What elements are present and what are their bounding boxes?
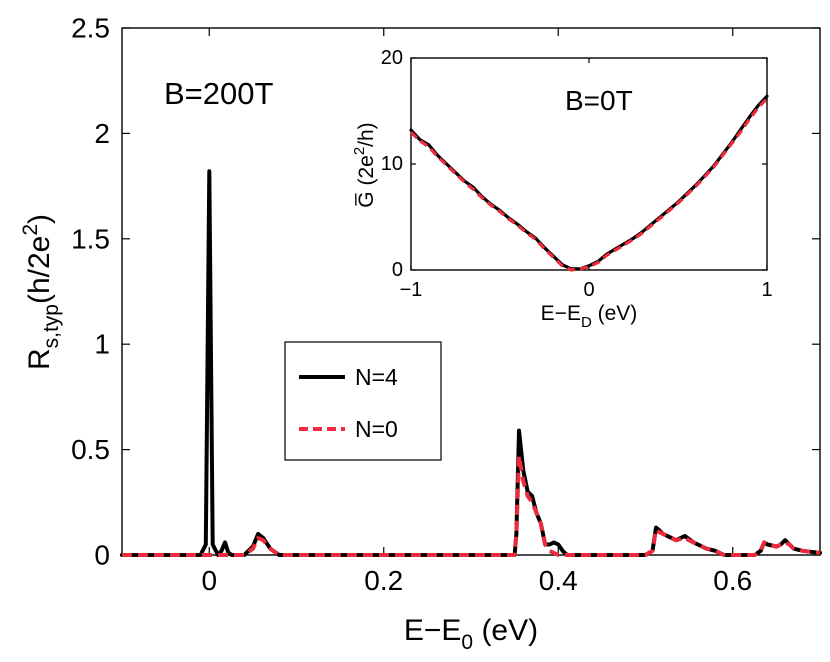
main-x-axis-label: E−E0 (eV) (404, 614, 538, 654)
main-y-label-close: ) (23, 214, 56, 224)
main-y-tick-label: 2 (94, 118, 110, 149)
main-y-axis-label: Rs,typ(h/2e2) (19, 214, 63, 370)
main-x-tick-label: 0.2 (364, 565, 403, 596)
main-y-label-sub: s,typ (40, 304, 63, 348)
main-y-label-text: R (23, 348, 56, 370)
inset-y-axis-label: G̅ (2e2/h) (351, 122, 378, 207)
main-tick-labels: 0 0.2 0.4 0.6 0 0.5 1 1.5 2 2.5 (71, 13, 752, 597)
inset-x-tick-label: 1 (761, 279, 772, 301)
main-y-tick-label: 2.5 (71, 13, 110, 44)
inset-x-axis-label: E−ED (eV) (541, 302, 638, 331)
main-y-tick-label: 0 (94, 540, 110, 571)
main-x-tick-label: 0.4 (539, 565, 578, 596)
main-y-label-sup: 2 (19, 224, 42, 236)
inset-y-label-text: G̅ (2e (355, 155, 378, 208)
inset-x-label-unit: (eV) (592, 302, 638, 325)
main-x-label-unit: (eV) (473, 614, 538, 647)
main-x-tick-label: 0 (201, 565, 217, 596)
legend-label-n4: N=4 (355, 364, 398, 390)
main-y-tick-label: 0.5 (71, 434, 110, 465)
legend-box (284, 341, 442, 461)
inset-x-tick-label: −1 (400, 279, 423, 301)
inset-series (409, 94, 769, 272)
main-x-tick-label: 0.6 (713, 565, 752, 596)
inset-series-n0 (409, 97, 769, 272)
main-plot: 0 0.2 0.4 0.600.511.522.5 B=200T E−E0 (eV) … (19, 13, 822, 654)
main-y-tick-label: 1.5 (71, 223, 110, 254)
inset-axes-box (410, 57, 768, 271)
inset-x-tick-label: 0 (583, 279, 594, 301)
inset-y-label-sup: 2 (351, 147, 368, 155)
inset-x-label-text: E−E (541, 302, 581, 325)
inset-y-tick-label: 0 (392, 259, 403, 281)
main-y-tick-label: 1 (94, 329, 110, 360)
main-x-label-text: E−E (404, 614, 462, 647)
inset-annotation: B=0T (565, 85, 633, 116)
inset-ticks (410, 57, 768, 271)
legend-label-n0: N=0 (355, 416, 398, 442)
inset-y-label-close: /h) (355, 122, 378, 147)
legend: N=4 N=0 (284, 341, 442, 461)
main-annotation: B=200T (164, 76, 274, 111)
inset-x-label-sub: D (581, 314, 592, 331)
main-y-label-unit: (h/2e (23, 236, 56, 304)
main-series-n0 (122, 453, 821, 557)
main-x-label-sub: 0 (461, 631, 473, 654)
main-series (120, 169, 822, 557)
inset-y-tick-label: 10 (381, 153, 403, 175)
inset-y-tick-label: 20 (381, 47, 403, 69)
